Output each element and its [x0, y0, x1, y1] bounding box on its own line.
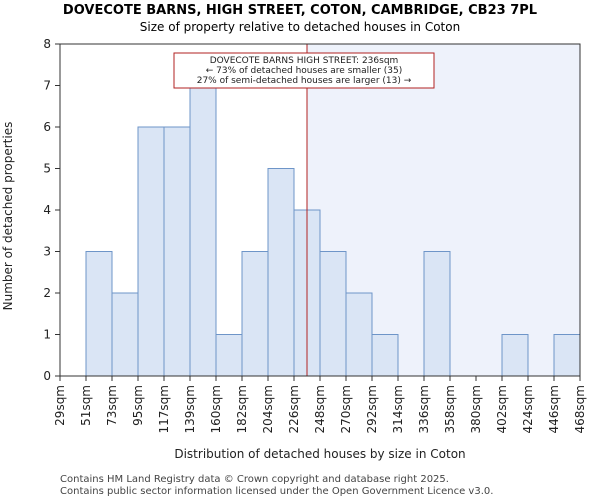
bar-270sqm: [345, 292, 373, 377]
x-tick-label: 226sqm: [287, 385, 301, 433]
x-tick-label: 248sqm: [313, 385, 327, 433]
y-tick-label: 0: [43, 369, 51, 383]
annotation-line-3: 27% of semi-detached houses are larger (…: [197, 76, 412, 86]
y-axis-ticks: 0 1 2 3 4 5 6 7 8: [43, 37, 60, 383]
annotation-line-2: ← 73% of detached houses are smaller (35…: [206, 66, 403, 76]
footer-line-2: Contains public sector information licen…: [60, 486, 493, 497]
x-axis-label: Distribution of detached houses by size …: [174, 447, 465, 461]
bar-160sqm: [215, 334, 243, 377]
bar-139sqm: [189, 85, 217, 377]
x-tick-label: 29sqm: [53, 385, 67, 426]
bar-117sqm: [163, 126, 191, 377]
y-axis-label: Number of detached properties: [1, 122, 15, 311]
y-tick-label: 8: [43, 37, 51, 51]
annotation-line-1: DOVECOTE BARNS HIGH STREET: 236sqm: [210, 56, 399, 66]
footer-line-1: Contains HM Land Registry data © Crown c…: [60, 474, 449, 485]
chart-title: DOVECOTE BARNS, HIGH STREET, COTON, CAMB…: [63, 3, 537, 18]
y-tick-label: 1: [43, 328, 51, 342]
x-tick-label: 336sqm: [417, 385, 431, 433]
y-tick-label: 7: [43, 79, 51, 93]
bar-73sqm: [111, 292, 139, 377]
bar-248sqm: [319, 251, 347, 377]
x-tick-label: 270sqm: [339, 385, 353, 433]
x-axis-ticks: 29sqm 51sqm 73sqm 95sqm 117sqm 139sqm 160sqm 18…: [53, 376, 587, 433]
x-tick-label: 358sqm: [443, 385, 457, 433]
y-tick-label: 4: [43, 203, 51, 217]
x-tick-label: 314sqm: [391, 385, 405, 433]
bar-95sqm: [137, 126, 165, 377]
x-tick-label: 95sqm: [131, 385, 145, 426]
x-tick-label: 292sqm: [365, 385, 379, 433]
bar-446sqm: [553, 334, 581, 377]
x-tick-label: 204sqm: [261, 385, 275, 433]
plot-frame: [59, 43, 581, 377]
x-tick-label: 380sqm: [469, 385, 483, 433]
bar-204sqm: [267, 168, 295, 377]
annotation-frame: [173, 52, 435, 89]
bar-292sqm: [371, 334, 399, 377]
x-tick-label: 73sqm: [105, 385, 119, 426]
y-tick-label: 2: [43, 286, 51, 300]
y-tick-label: 3: [43, 245, 51, 259]
bar-51sqm: [85, 251, 113, 377]
x-tick-label: 446sqm: [547, 385, 561, 433]
x-tick-label: 51sqm: [79, 385, 93, 426]
chart-subtitle: Size of property relative to detached ho…: [140, 20, 460, 34]
x-tick-label: 117sqm: [157, 385, 171, 433]
x-tick-label: 424sqm: [521, 385, 535, 433]
bar-336sqm: [423, 251, 451, 377]
y-tick-label: 5: [43, 162, 51, 176]
bar-402sqm: [501, 334, 529, 377]
annotation-box: DOVECOTE BARNS HIGH STREET: 236sqm ← 73%…: [173, 52, 435, 89]
x-tick-label: 182sqm: [235, 385, 249, 433]
x-tick-label: 160sqm: [209, 385, 223, 433]
y-tick-label: 6: [43, 120, 51, 134]
x-tick-label: 139sqm: [183, 385, 197, 433]
x-tick-label: 402sqm: [495, 385, 509, 433]
x-tick-label: 468sqm: [573, 385, 587, 433]
bar-182sqm: [241, 251, 269, 377]
